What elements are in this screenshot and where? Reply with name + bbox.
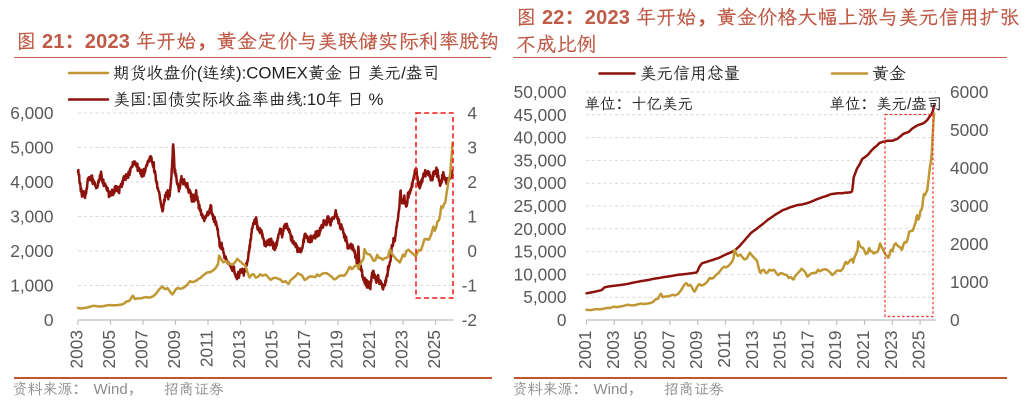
svg-text:0: 0 <box>950 310 960 330</box>
svg-text:20,000: 20,000 <box>514 219 567 239</box>
svg-text:2001: 2001 <box>575 331 595 369</box>
svg-text:2,000: 2,000 <box>10 241 53 261</box>
svg-text:6,000: 6,000 <box>10 103 53 123</box>
svg-text:5000: 5000 <box>950 120 988 140</box>
svg-text:4: 4 <box>467 103 477 123</box>
svg-text:5,000: 5,000 <box>10 138 53 158</box>
svg-text:单位：十亿美元: 单位：十亿美元 <box>585 96 694 113</box>
svg-text:2025: 2025 <box>909 331 929 369</box>
svg-text:期货收盘价(连续):COMEX黄金 日 美元/盎司: 期货收盘价(连续):COMEX黄金 日 美元/盎司 <box>113 64 439 83</box>
svg-text:1000: 1000 <box>950 272 988 292</box>
svg-text:2009: 2009 <box>164 330 184 368</box>
svg-text:2000: 2000 <box>950 234 988 254</box>
svg-text:2013: 2013 <box>742 331 762 369</box>
svg-text:2025: 2025 <box>424 330 444 368</box>
svg-text:25,000: 25,000 <box>514 196 567 216</box>
svg-text:2023: 2023 <box>392 330 412 368</box>
svg-text:2021: 2021 <box>853 331 873 369</box>
svg-text:35,000: 35,000 <box>514 150 567 170</box>
svg-text:0: 0 <box>557 310 567 330</box>
svg-text:2: 2 <box>467 172 477 192</box>
svg-text:2003: 2003 <box>603 331 623 369</box>
svg-text:15,000: 15,000 <box>514 242 567 262</box>
svg-text:2019: 2019 <box>327 330 347 368</box>
svg-text:2011: 2011 <box>197 330 217 367</box>
svg-text:5,000: 5,000 <box>523 287 566 307</box>
svg-text:4,000: 4,000 <box>10 172 53 192</box>
svg-text:黄金: 黄金 <box>872 64 906 83</box>
svg-text:3000: 3000 <box>950 196 988 216</box>
svg-text:30,000: 30,000 <box>514 173 567 193</box>
svg-text:美元信用总量: 美元信用总量 <box>640 64 741 83</box>
svg-text:2017: 2017 <box>294 330 314 368</box>
svg-text:1,000: 1,000 <box>10 276 53 296</box>
svg-text:-1: -1 <box>462 276 477 296</box>
svg-text:2017: 2017 <box>797 331 817 369</box>
svg-text:单位：美元/盎司: 单位：美元/盎司 <box>830 96 943 113</box>
svg-text:2021: 2021 <box>359 330 379 368</box>
svg-text:-2: -2 <box>462 310 477 330</box>
svg-text:0: 0 <box>44 310 54 330</box>
svg-text:2015: 2015 <box>770 331 790 369</box>
svg-text:2019: 2019 <box>825 331 845 369</box>
svg-text:4000: 4000 <box>950 158 988 178</box>
svg-text:2011: 2011 <box>714 331 734 368</box>
svg-text:3,000: 3,000 <box>10 207 53 227</box>
svg-text:2005: 2005 <box>631 331 651 369</box>
svg-text:3: 3 <box>467 138 477 158</box>
svg-text:1: 1 <box>467 207 477 227</box>
svg-text:美国:国债实际收益率曲线:10年 日 %: 美国:国债实际收益率曲线:10年 日 % <box>113 90 383 109</box>
svg-text:2009: 2009 <box>686 331 706 369</box>
svg-text:2003: 2003 <box>67 330 87 368</box>
svg-text:2023: 2023 <box>881 331 901 369</box>
svg-text:40,000: 40,000 <box>514 128 567 148</box>
svg-text:0: 0 <box>467 241 477 261</box>
svg-text:10,000: 10,000 <box>514 264 567 284</box>
svg-text:2007: 2007 <box>658 331 678 369</box>
svg-text:50,000: 50,000 <box>514 82 567 102</box>
svg-text:2007: 2007 <box>132 330 152 368</box>
svg-text:2005: 2005 <box>99 330 119 368</box>
svg-text:6000: 6000 <box>950 82 988 102</box>
svg-text:2015: 2015 <box>262 330 282 368</box>
svg-text:2013: 2013 <box>229 330 249 368</box>
svg-text:45,000: 45,000 <box>514 105 567 125</box>
